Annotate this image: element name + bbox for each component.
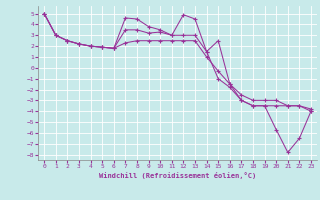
X-axis label: Windchill (Refroidissement éolien,°C): Windchill (Refroidissement éolien,°C) xyxy=(99,172,256,179)
